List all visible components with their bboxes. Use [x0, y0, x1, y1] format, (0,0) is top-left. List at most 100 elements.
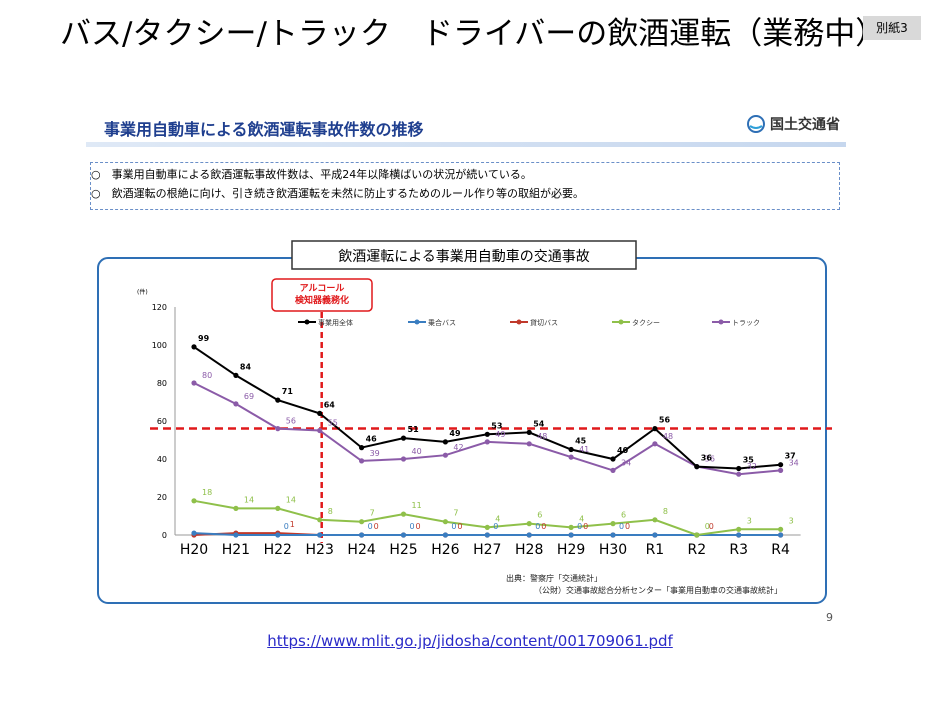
- data-point: [778, 526, 784, 532]
- data-point: [359, 445, 365, 451]
- data-point: [442, 519, 448, 525]
- data-point: [526, 441, 532, 447]
- annotation-text: アルコール: [300, 283, 345, 294]
- data-point: [275, 426, 281, 432]
- y-tick-label: 60: [157, 417, 167, 426]
- data-point: [484, 431, 490, 437]
- data-label: 7: [453, 509, 458, 518]
- legend-label: 事業用全体: [318, 318, 353, 327]
- data-label: 34: [789, 458, 799, 467]
- x-tick-label: R3: [729, 542, 748, 558]
- data-label: 71: [282, 387, 294, 396]
- series-line: [193, 382, 781, 476]
- data-point: [610, 456, 616, 462]
- data-label: 49: [449, 429, 461, 438]
- slide-title: 事業用自動車による飲酒運転事故件数の推移: [104, 120, 424, 139]
- legend-label: タクシー: [632, 318, 660, 327]
- data-label: 0: [619, 522, 624, 531]
- x-tick-label: R1: [646, 542, 665, 558]
- data-point: [652, 441, 658, 447]
- x-tick-label: H25: [389, 542, 417, 558]
- data-point: [568, 446, 574, 453]
- data-point: [736, 526, 742, 532]
- data-label: 0: [583, 522, 588, 531]
- data-label: 53: [491, 421, 502, 430]
- legend-marker: [618, 319, 624, 325]
- source-note: （公財）交通事故総合分析センター「事業用自動車の交通事故統計」: [534, 585, 782, 595]
- data-point: [694, 464, 700, 470]
- data-point: [484, 439, 490, 445]
- x-tick-label: H29: [557, 542, 585, 558]
- data-point: [400, 435, 407, 441]
- data-label: 0: [541, 522, 546, 531]
- x-tick-label: H21: [222, 542, 250, 558]
- data-point: [526, 532, 532, 538]
- data-label: 55: [328, 419, 338, 428]
- data-point: [652, 426, 658, 432]
- data-label: 0: [410, 522, 415, 531]
- data-label: 37: [785, 452, 796, 461]
- data-point: [359, 458, 365, 464]
- ministry-name: 国土交通省: [770, 117, 840, 133]
- data-label: 18: [202, 488, 212, 497]
- data-label: 45: [575, 437, 587, 446]
- data-point: [778, 467, 784, 473]
- page-number: 9: [826, 611, 833, 624]
- data-label: 42: [453, 443, 463, 452]
- x-tick-label: H28: [515, 542, 543, 558]
- legend-marker: [516, 319, 522, 325]
- data-label: 64: [324, 400, 336, 409]
- data-point: [736, 465, 742, 472]
- data-label: 0: [368, 522, 373, 531]
- data-point: [191, 498, 197, 504]
- data-point: [400, 511, 407, 517]
- data-label: 46: [366, 435, 378, 444]
- data-point: [442, 452, 448, 458]
- data-label: 0: [709, 522, 714, 531]
- summary-box: ○ 事業用自動車による飲酒運転事故件数は、平成24年以降横ばいの状況が続いている…: [90, 162, 840, 210]
- source-link[interactable]: https://www.mlit.go.jp/jidosha/content/0…: [267, 632, 673, 650]
- data-point: [610, 532, 616, 538]
- data-label: 8: [328, 507, 333, 516]
- data-point: [191, 344, 197, 350]
- data-point: [778, 462, 784, 468]
- summary-bullet: ○ 事業用自動車による飲酒運転事故件数は、平成24年以降横ばいの状況が続いている…: [91, 168, 532, 181]
- data-point: [400, 456, 407, 462]
- y-unit-label: (件): [137, 288, 148, 296]
- data-point: [610, 521, 616, 527]
- data-label: 4: [579, 514, 584, 523]
- data-point: [233, 505, 239, 511]
- data-label: 3: [789, 516, 794, 525]
- data-label: 1: [290, 520, 295, 529]
- data-label: 14: [286, 495, 296, 504]
- y-tick-label: 0: [162, 531, 167, 540]
- data-point: [191, 530, 197, 536]
- x-tick-label: H24: [347, 542, 375, 558]
- data-point: [568, 532, 574, 538]
- data-label: 11: [412, 501, 422, 510]
- x-tick-label: H27: [473, 542, 501, 558]
- data-label: 4: [495, 514, 500, 523]
- data-label: 0: [705, 522, 710, 531]
- data-label: 7: [370, 509, 375, 518]
- data-label: 41: [579, 445, 589, 454]
- chart-title: 飲酒運転による事業用自動車の交通事故: [338, 248, 590, 265]
- legend-label: 貸切バス: [530, 318, 558, 327]
- data-label: 0: [451, 522, 456, 531]
- data-label: 0: [457, 522, 462, 531]
- data-point: [317, 532, 323, 538]
- attachment-badge: 別紙3: [863, 16, 921, 40]
- legend-label: トラック: [732, 319, 760, 327]
- data-label: 56: [659, 416, 671, 425]
- data-label: 36: [705, 455, 715, 464]
- ministry-emblem-icon: [747, 115, 765, 133]
- data-point: [233, 532, 239, 538]
- source-note: 出典：警察庁「交通統計」: [506, 573, 602, 583]
- data-point: [442, 532, 448, 538]
- data-point: [317, 410, 323, 416]
- data-label: 6: [621, 511, 626, 520]
- data-label: 36: [701, 454, 713, 463]
- x-tick-label: H26: [431, 542, 459, 558]
- y-tick-label: 80: [157, 379, 167, 388]
